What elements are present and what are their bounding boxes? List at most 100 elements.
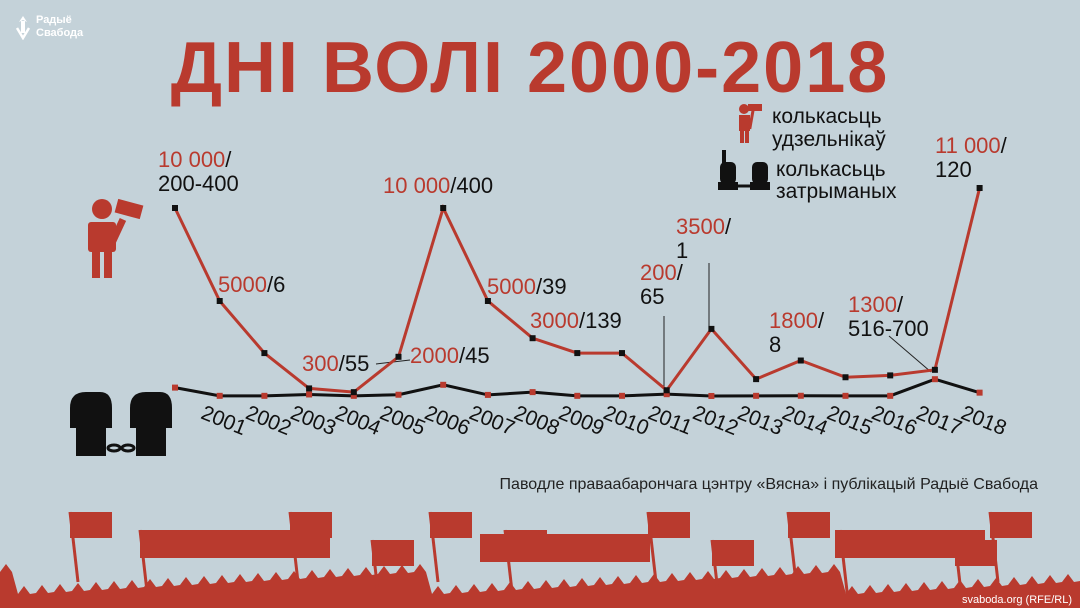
point-detained-2009: [574, 392, 581, 399]
crowd-protest-silhouette: [0, 511, 1080, 608]
tick-label-2013: 2013: [734, 401, 786, 440]
point-detained-2004: [350, 392, 357, 399]
data-label-2003: 300/55: [302, 351, 369, 376]
flag: [788, 512, 830, 538]
handcuffed-fists-icon: [70, 392, 172, 456]
tick-label-2015: 2015: [824, 401, 876, 440]
point-participants-2007: [484, 298, 491, 304]
point-detained-2005: [395, 391, 402, 398]
tick-label-2008: 2008: [511, 401, 563, 440]
data-label-text: 10 000/400: [383, 173, 493, 198]
data-label-detained: 65: [640, 284, 664, 309]
data-label-2017: 1300/516-700: [848, 292, 929, 341]
tick-label-2009: 2009: [555, 401, 607, 440]
data-label-text: 200/: [640, 260, 684, 285]
tick-label-2001: 2001: [198, 401, 250, 440]
point-participants-2004: [350, 389, 357, 396]
data-label-text: 10 000/: [158, 147, 232, 172]
point-participants-2009: [574, 350, 581, 357]
data-label-2012: 3500/1: [676, 214, 732, 263]
handcuffed-fists-icon: [718, 150, 770, 190]
crowd-silhouette: [0, 564, 1080, 608]
point-participants-2015: [842, 374, 849, 381]
data-label-2014: 1800/8: [769, 308, 825, 357]
tick-label-2018: 2018: [958, 401, 1010, 440]
brand-line2: Свабода: [36, 27, 84, 39]
data-label-2018: 11 000/120: [935, 133, 1008, 182]
source-note: Паводле праваабарончага цэнтру «Вясна» і…: [500, 476, 1039, 493]
point-participants-2003: [306, 385, 313, 392]
data-label-2006: 10 000/400: [383, 173, 493, 198]
leader-lines: [375, 263, 932, 393]
point-participants-2012: [708, 325, 715, 332]
point-detained-2000: [172, 384, 178, 391]
tick-label-2002: 2002: [243, 401, 295, 440]
flag: [70, 512, 112, 538]
point-detained-2008: [529, 389, 536, 396]
data-label-text: 11 000/: [935, 133, 1008, 158]
point-participants-2006: [440, 205, 447, 211]
point-detained-2006: [440, 381, 447, 388]
point-participants-2000: [172, 205, 178, 211]
data-label-2005: 2000/45: [410, 343, 490, 368]
data-label-detained: 200-400: [158, 171, 239, 196]
page-title: ДНІ ВОЛІ 2000-2018: [171, 28, 890, 108]
x-axis-tick-labels: 2001200220032004200520062007200820092010…: [198, 401, 1010, 440]
footer-url: svaboda.org (RFE/RL): [961, 594, 1072, 606]
data-label-2011: 200/65: [640, 260, 684, 309]
point-detained-2010: [619, 392, 625, 399]
data-label-2001: 5000/6: [218, 272, 285, 297]
flag: [990, 512, 1032, 538]
flag: [430, 512, 472, 538]
data-label-text: 300/55: [302, 351, 369, 376]
tick-label-2016: 2016: [868, 401, 920, 440]
legend-participants-line2: удзельнікаў: [772, 128, 886, 151]
legend-detained-line2: затрыманых: [776, 180, 897, 203]
point-participants-2013: [753, 376, 760, 383]
data-label-text: 5000/6: [218, 272, 285, 297]
point-detained-2018: [976, 389, 983, 396]
data-labels: 10 000/200-400 5000/6 300/55 2000/45 10 000/…: [158, 133, 1008, 376]
protester-hammer-icon: [739, 104, 762, 143]
tick-label-2012: 2012: [690, 401, 742, 440]
data-label-text: 5000/39: [487, 274, 567, 299]
point-participants-2005: [395, 353, 402, 360]
data-label-detained: 1: [676, 238, 688, 263]
point-detained-2002: [261, 392, 268, 399]
point-participants-2011: [663, 387, 670, 394]
tick-label-2006: 2006: [421, 401, 473, 440]
flag: [712, 540, 754, 566]
point-detained-2003: [306, 391, 313, 398]
banner: [140, 530, 330, 558]
point-detained-2015: [842, 392, 849, 399]
radio-svaboda-logo: Радыё Свабода: [14, 14, 83, 40]
data-label-detained: 120: [935, 157, 972, 182]
data-label-text: 1800/: [769, 308, 825, 333]
data-label-detained: 516-700: [848, 316, 929, 341]
data-label-2000: 10 000/200-400: [158, 147, 239, 196]
flag: [648, 512, 690, 538]
point-detained-2017: [931, 376, 938, 383]
data-label-text: 1300/: [848, 292, 904, 317]
data-label-text: 2000/45: [410, 343, 490, 368]
legend-detained-line1: колькасьць: [776, 158, 886, 181]
point-participants-2010: [619, 350, 625, 357]
flag: [372, 540, 414, 566]
point-detained-2007: [484, 391, 491, 398]
point-participants-2018: [976, 185, 983, 191]
protester-hammer-icon: [88, 198, 144, 278]
legend-participants: колькасьць удзельнікаў: [739, 104, 886, 151]
point-detained-2014: [797, 392, 804, 399]
legend-participants-line1: колькасьць: [772, 105, 882, 128]
point-participants-2001: [216, 298, 223, 304]
point-detained-2013: [753, 392, 760, 399]
tick-label-2017: 2017: [913, 401, 965, 440]
point-detained-2011: [663, 391, 670, 398]
point-detained-2001: [216, 392, 223, 399]
point-detained-2012: [708, 392, 715, 399]
data-label-2008: 3000/139: [530, 308, 622, 333]
legend-detained: колькасьць затрыманых: [718, 150, 897, 203]
tick-label-2003: 2003: [287, 401, 339, 440]
series-points: [172, 185, 983, 399]
